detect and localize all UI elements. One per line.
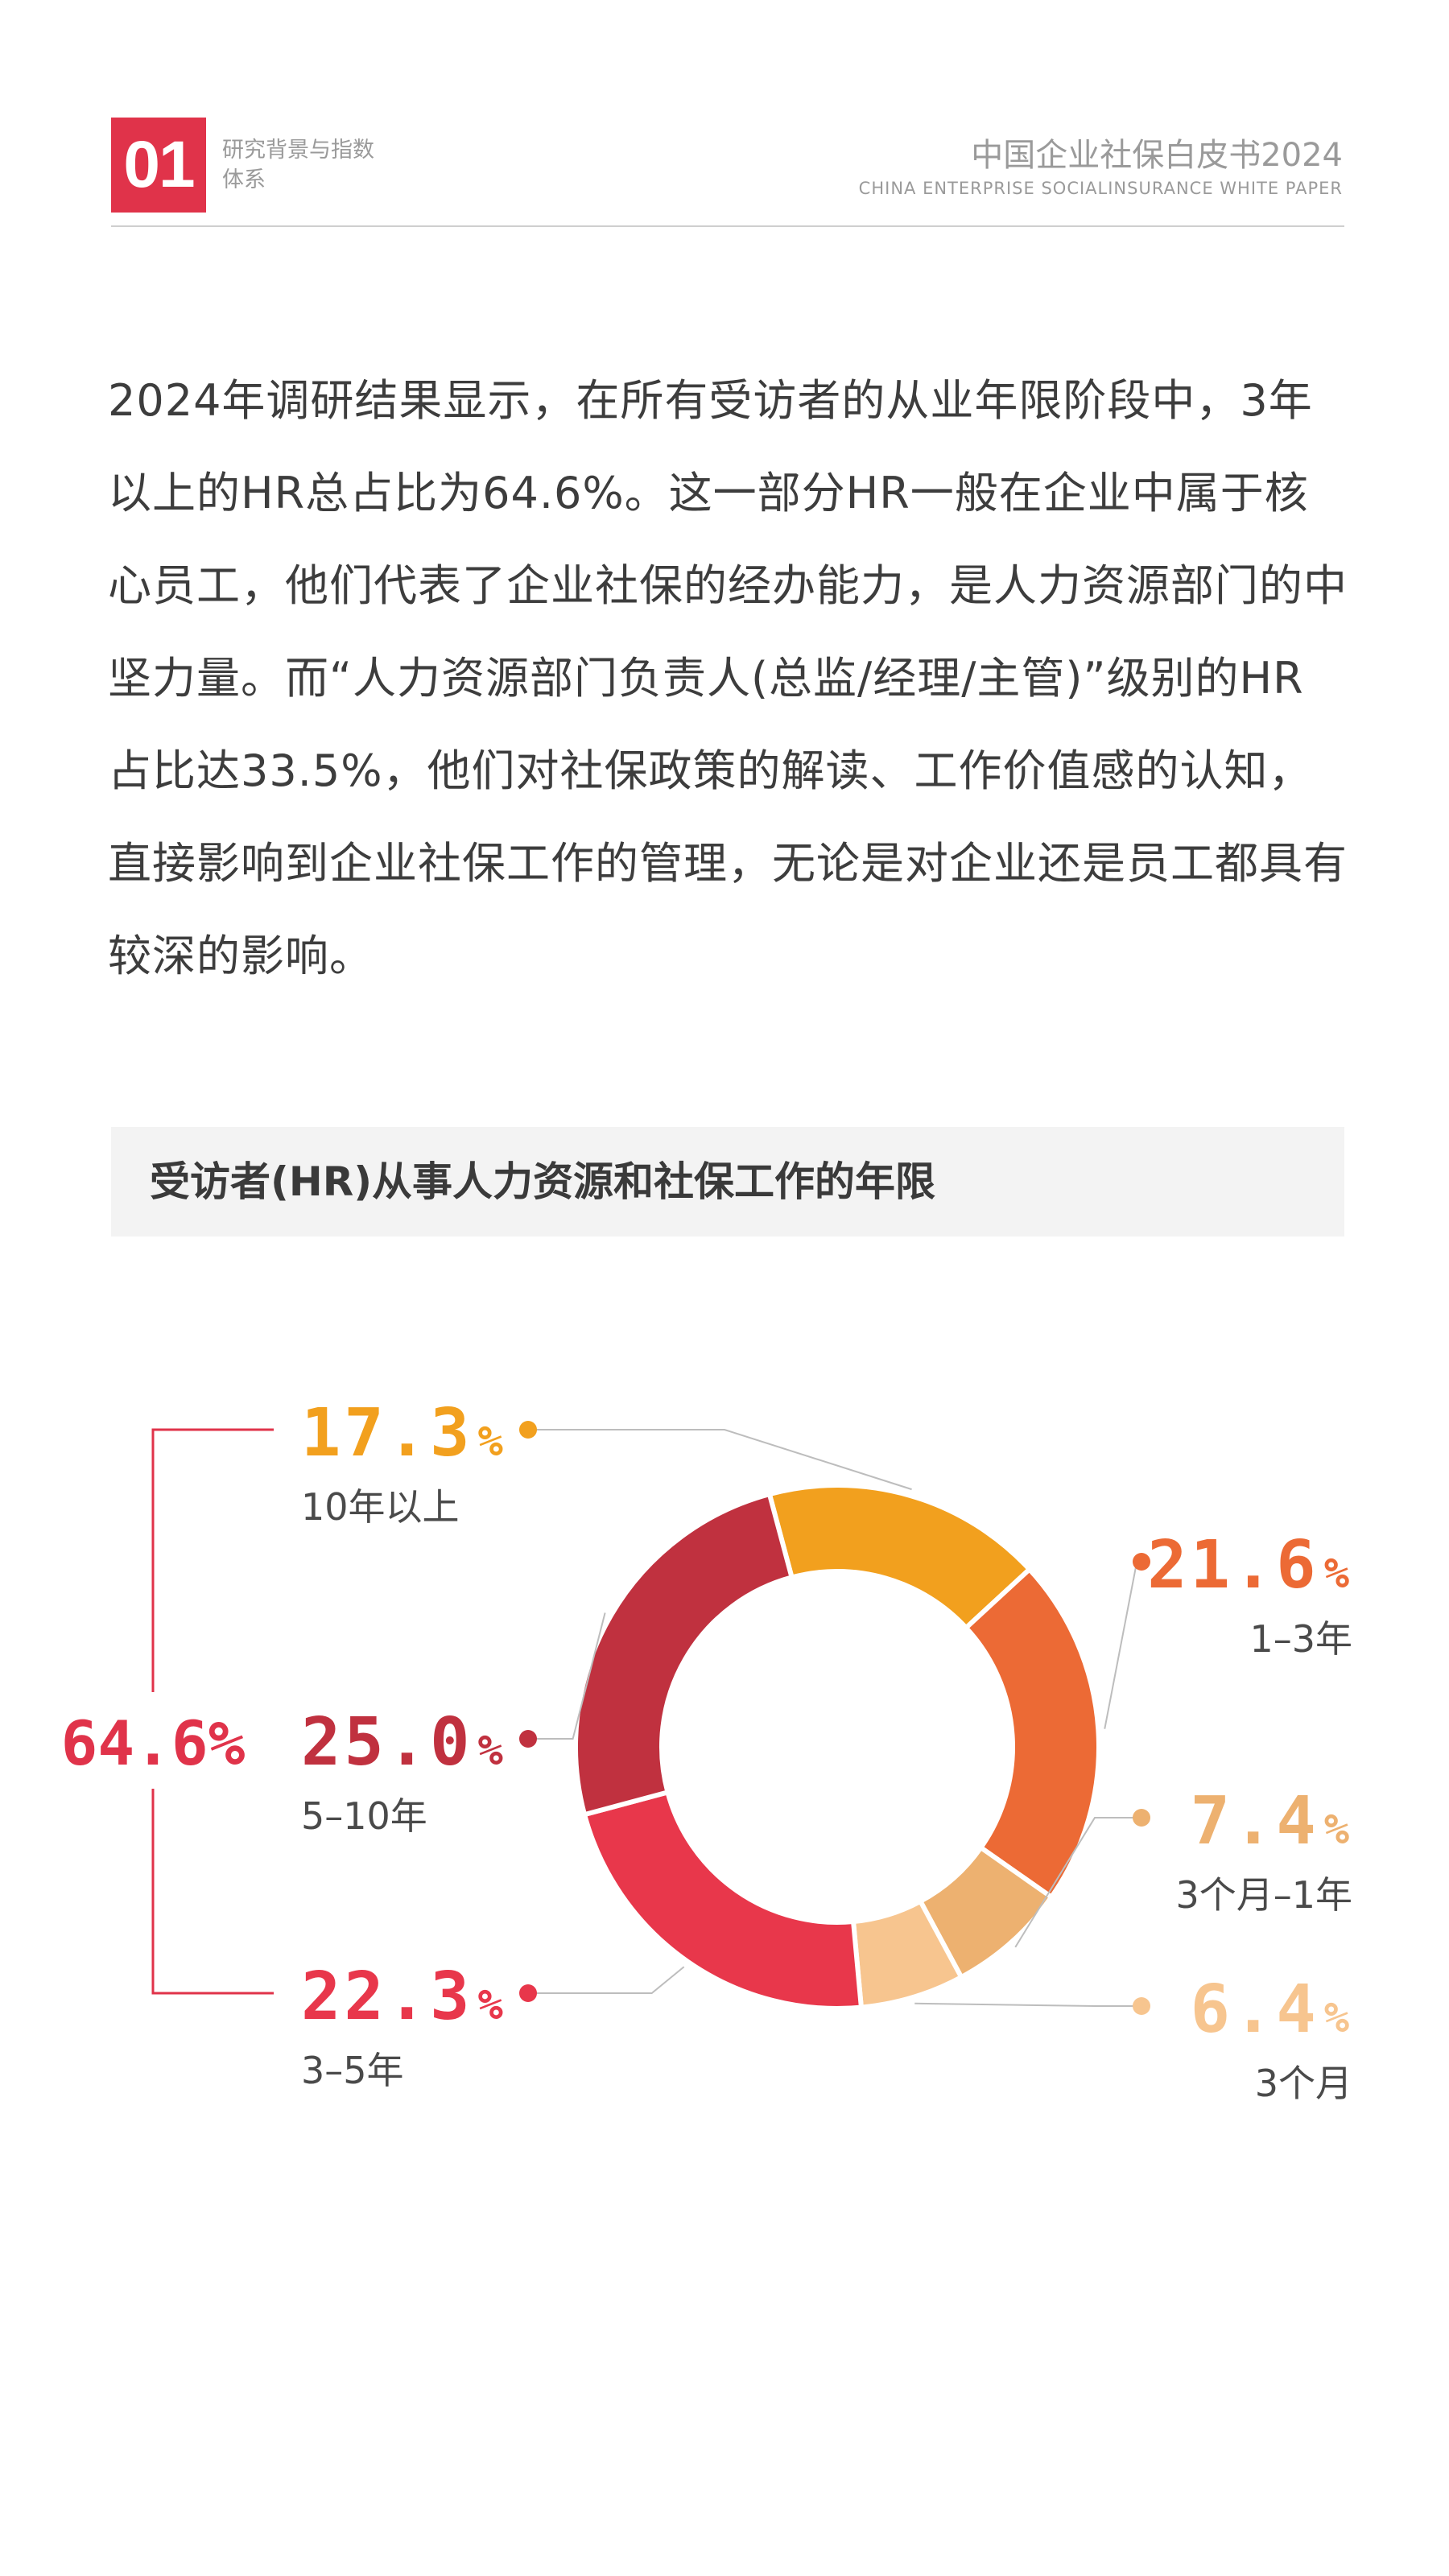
slice-category-label: 3–5年 [301, 2049, 404, 2092]
leader-dot [1133, 1553, 1150, 1571]
chapter-title: 研究背景与指数体系 [222, 138, 374, 192]
leader-line [528, 1966, 685, 1994]
leader-dot [519, 1730, 537, 1748]
slice-category-label: 3个月–1年 [1175, 1873, 1352, 1917]
leader-line [1104, 1561, 1141, 1729]
leader-line [528, 1612, 606, 1740]
bracket-line-bottom [151, 1789, 274, 1995]
slice-value-label: 25.0% [301, 1704, 506, 1781]
chapter-number-badge: 01 [111, 118, 206, 213]
chart-title: 受访者(HR)从事人力资源和社保工作的年限 [150, 1158, 936, 1205]
report-subtitle: CHINA ENTERPRISE SOCIALINSURANCE WHITE P… [858, 179, 1343, 198]
slice-value-label: 22.3% [301, 1959, 506, 2035]
bracket-line-top [151, 1428, 274, 1692]
slice-category-label: 1–3年 [1249, 1617, 1352, 1661]
leader-dot [1133, 1809, 1150, 1827]
chart-title-bar: 受访者(HR)从事人力资源和社保工作的年限 [111, 1127, 1344, 1236]
slice-value-label: 6.4% [1191, 1971, 1352, 2048]
slice-labels: 17.3 % 10年以上 21.6 % 1–3年 7.4 % 3个月–1年 6.4 % 3个月 22.3… [301, 1395, 1352, 2105]
slice-value-label: 21.6% [1147, 1527, 1352, 1604]
donut-slices [573, 1483, 1101, 2011]
slice-category-label: 5–10年 [301, 1794, 427, 1838]
slice-category-label: 10年以上 [301, 1485, 460, 1529]
donut-slice-5-10- [573, 1491, 795, 1818]
leader-dot [1133, 1997, 1150, 2015]
leader-dot [519, 1984, 537, 2002]
leader-line [528, 1429, 912, 1491]
leader-line [914, 2002, 1141, 2007]
body-paragraph: 2024年调研结果显示，在所有受访者的从业年限阶段中，3年以上的HR总占比为64… [108, 375, 1348, 981]
slice-category-label: 3个月 [1255, 2062, 1352, 2105]
page-header: 01 研究背景与指数体系 中国企业社保白皮书2024 CHINA ENTERPR… [0, 0, 1449, 233]
donut-slice-3-5- [581, 1789, 865, 2011]
donut-slice-1-3- [962, 1566, 1101, 1901]
group-total-label: 64.6% [61, 1707, 246, 1779]
slice-value-label: 17.3% [301, 1395, 506, 1472]
report-title: 中国企业社保白皮书2024 [971, 137, 1343, 174]
leader-lines [519, 1421, 1150, 2015]
group-total-bracket: 64.6% [61, 1428, 274, 1995]
leader-line [1014, 1817, 1141, 1948]
header-divider [111, 225, 1344, 227]
leader-dot [519, 1421, 537, 1439]
donut-chart: 17.3 % 10年以上 21.6 % 1–3年 7.4 % 3个月–1年 6.4 % 3个月 22.3… [61, 1395, 1352, 2105]
slice-value-label: 7.4% [1191, 1783, 1352, 1860]
